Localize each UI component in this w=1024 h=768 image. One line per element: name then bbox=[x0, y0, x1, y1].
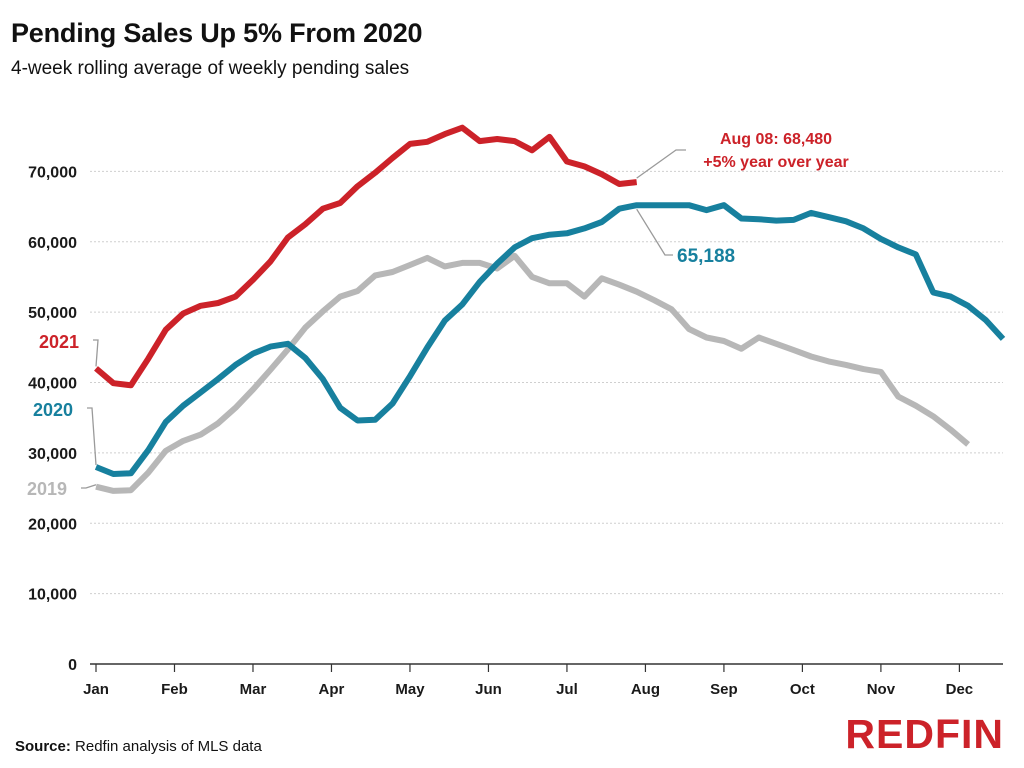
series-line-2019 bbox=[95, 252, 971, 494]
annotation-2020-value: 65,188 bbox=[677, 246, 735, 267]
annotation-2021-value: Aug 08: 68,480 bbox=[720, 131, 832, 148]
series-label-leader bbox=[93, 339, 99, 367]
series-label-leader bbox=[81, 484, 97, 489]
series-line-2021 bbox=[94, 124, 638, 389]
x-tick-label: Sep bbox=[710, 681, 738, 698]
x-tick-label: Mar bbox=[240, 681, 267, 698]
x-tick-label: Jun bbox=[475, 681, 502, 698]
redfin-logo: REDFIN bbox=[845, 711, 1004, 757]
x-tick-label: Aug bbox=[631, 681, 660, 698]
series-label-leader bbox=[87, 407, 97, 466]
y-tick-label: 60,000 bbox=[28, 235, 77, 252]
source-text: Redfin analysis of MLS data bbox=[75, 738, 262, 755]
x-tick-label: Dec bbox=[946, 681, 974, 698]
x-tick-label: Jul bbox=[556, 681, 578, 698]
y-tick-label: 50,000 bbox=[28, 305, 77, 322]
x-tick-label: Oct bbox=[790, 681, 815, 698]
source-note: Source: Redfin analysis of MLS data bbox=[15, 738, 262, 755]
chart-title: Pending Sales Up 5% From 2020 bbox=[11, 18, 423, 48]
y-tick-label: 40,000 bbox=[28, 376, 77, 393]
series-label-2020: 2020 bbox=[33, 400, 73, 420]
x-tick-label: Apr bbox=[319, 681, 345, 698]
x-tick-label: Nov bbox=[867, 681, 896, 698]
y-axis-ticks: 0 10,000 20,000 30,000 40,000 50,000 60,000 70,… bbox=[28, 164, 77, 674]
y-tick-label: 70,000 bbox=[28, 164, 77, 181]
series-label-2021: 2021 bbox=[39, 332, 79, 352]
y-tick-label: 20,000 bbox=[28, 516, 77, 533]
series-label-2019: 2019 bbox=[27, 479, 67, 499]
series-lines bbox=[94, 124, 1006, 494]
y-tick-label: 10,000 bbox=[28, 587, 77, 604]
x-axis-ticks: Jan Feb Mar Apr May Jun Jul Aug Sep Oct Nov Dec bbox=[83, 664, 973, 698]
gridlines bbox=[90, 170, 1003, 665]
x-tick-label: May bbox=[395, 681, 425, 698]
annotation-2020-leader bbox=[636, 208, 673, 256]
annotation-2021-leader bbox=[636, 149, 686, 179]
annotation-2021-yoy: +5% year over year bbox=[703, 154, 848, 171]
series-line-2020 bbox=[94, 202, 1006, 477]
y-tick-label: 30,000 bbox=[28, 446, 77, 463]
chart-subtitle: 4-week rolling average of weekly pending… bbox=[11, 58, 410, 79]
annotations: Aug 08: 68,480 +5% year over year 65,188 bbox=[636, 131, 849, 267]
x-tick-label: Feb bbox=[161, 681, 188, 698]
y-tick-label: 0 bbox=[68, 657, 77, 674]
x-tick-label: Jan bbox=[83, 681, 109, 698]
source-label: Source: bbox=[15, 738, 71, 755]
series-labels: 2019 2020 2021 bbox=[27, 332, 99, 499]
